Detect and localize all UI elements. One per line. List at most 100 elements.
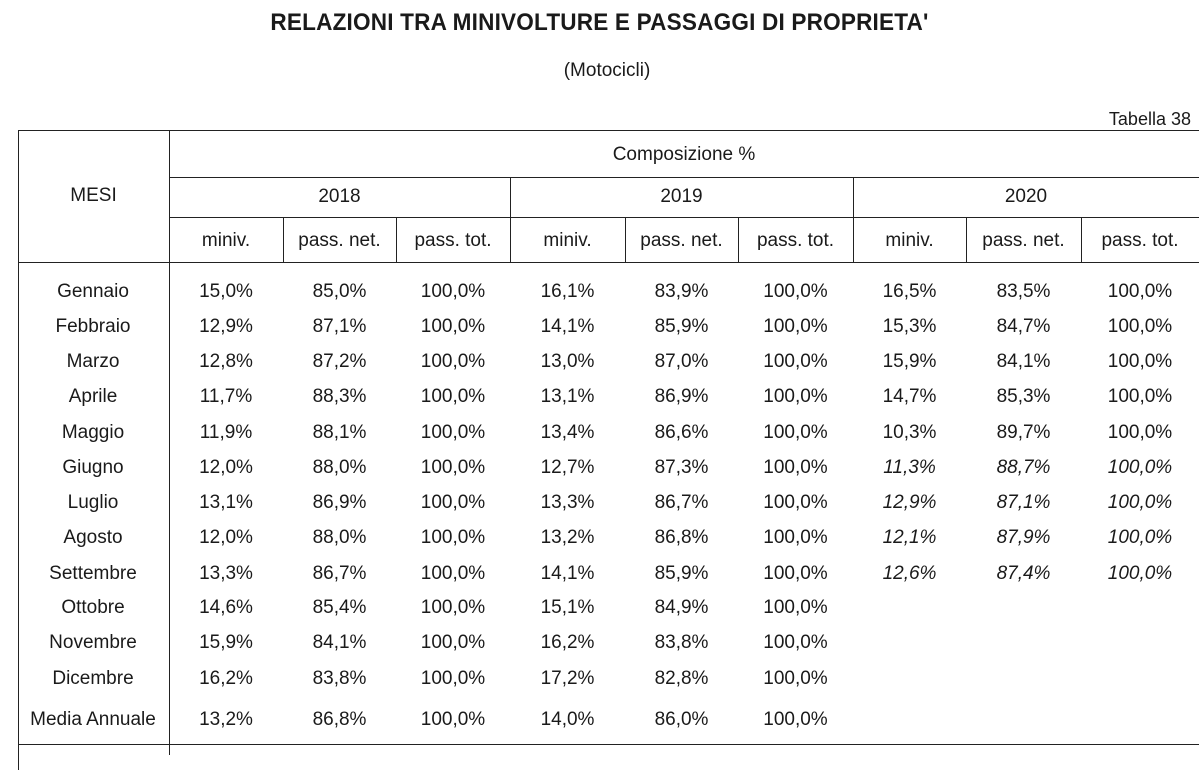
table-cell: 14,0%: [540, 709, 595, 730]
header-rule-years: [169, 217, 1199, 218]
table-cell: 13,3%: [199, 563, 253, 584]
table-cell: 100,0%: [1107, 351, 1173, 372]
table-cell: 15,3%: [882, 316, 937, 337]
subcol-header-pass-net: pass. net.: [298, 230, 381, 251]
subcol-divider: [283, 217, 284, 262]
row-month-label: Luglio: [67, 492, 119, 513]
table-cell: 100,0%: [763, 492, 828, 513]
table-cell: 100,0%: [420, 457, 486, 478]
table-cell: 100,0%: [420, 527, 486, 548]
table-cell: 86,7%: [654, 492, 709, 513]
row-month-label: Gennaio: [57, 281, 129, 302]
table-cell: 83,9%: [654, 281, 709, 302]
table-cell: 100,0%: [763, 668, 828, 689]
table-cell: 16,1%: [540, 281, 595, 302]
table-cell: 85,4%: [312, 597, 367, 618]
table-cell: 100,0%: [420, 563, 486, 584]
table-cell: 100,0%: [420, 386, 486, 407]
row-month-label: Dicembre: [52, 668, 134, 689]
table-cell: 12,9%: [882, 492, 937, 513]
table-cell: 100,0%: [420, 632, 486, 653]
subcol-divider: [966, 217, 967, 262]
table-cell: 10,3%: [882, 422, 937, 443]
table-cell: 100,0%: [763, 281, 828, 302]
row-month-label: Novembre: [49, 632, 137, 653]
row-month-label: Giugno: [62, 457, 124, 478]
table-number-label: Tabella 38: [1108, 109, 1191, 129]
table-cell: 86,6%: [654, 422, 709, 443]
table-cell: 88,0%: [312, 527, 367, 548]
subcol-header-pass-tot: pass. tot.: [756, 230, 835, 251]
subcol-divider: [1081, 217, 1082, 262]
table-cell: 83,5%: [996, 281, 1051, 302]
table-cell: 87,0%: [654, 351, 709, 372]
subcol-header-pass-tot: pass. tot.: [414, 230, 492, 251]
table-cell: 12,7%: [540, 457, 595, 478]
row-month-label: Agosto: [63, 527, 123, 548]
table-cell: 14,6%: [199, 597, 253, 618]
table-cell: 15,9%: [199, 632, 253, 653]
composition-header: Composizione %: [612, 144, 756, 165]
table-cell: 84,1%: [312, 632, 367, 653]
table-bottom-rule: [18, 744, 1199, 745]
table-cell: 100,0%: [420, 709, 486, 730]
table-cell: 100,0%: [1107, 281, 1173, 302]
row-month-label: Maggio: [61, 422, 125, 443]
subcol-header-miniv: miniv.: [543, 230, 592, 251]
table-cell: 13,1%: [540, 386, 595, 407]
table-cell: 100,0%: [420, 351, 486, 372]
table-cell: 88,1%: [312, 422, 367, 443]
table-cell: 100,0%: [763, 386, 828, 407]
table-cell: 16,5%: [882, 281, 937, 302]
table-cell: 100,0%: [1107, 422, 1173, 443]
table-cell: 100,0%: [1107, 492, 1173, 513]
table-cell: 12,0%: [199, 457, 253, 478]
table-cell: 100,0%: [763, 709, 828, 730]
table-cell: 100,0%: [1107, 563, 1173, 584]
table-cell: 87,1%: [996, 492, 1051, 513]
table-cell: 100,0%: [763, 563, 828, 584]
row-month-label: Media Annuale: [30, 709, 156, 730]
table-cell: 12,6%: [882, 563, 937, 584]
table-cell: 86,8%: [654, 527, 709, 548]
row-month-label: Settembre: [49, 563, 137, 584]
table-cell: 100,0%: [1107, 316, 1173, 337]
table-cell: 87,4%: [996, 563, 1051, 584]
col-divider-months: [169, 130, 170, 755]
table-cell: 12,8%: [199, 351, 253, 372]
table-cell: 86,8%: [312, 709, 367, 730]
subcol-header-pass-net: pass. net.: [982, 230, 1065, 251]
table-cell: 17,2%: [540, 668, 595, 689]
table-cell: 15,1%: [540, 597, 595, 618]
subcol-header-miniv: miniv.: [201, 230, 251, 251]
table-cell: 85,9%: [654, 563, 709, 584]
table-cell: 100,0%: [420, 281, 486, 302]
table-cell: 86,0%: [654, 709, 709, 730]
year-header-2018: 2018: [318, 186, 361, 207]
table-cell: 83,8%: [654, 632, 709, 653]
table-cell: 87,3%: [654, 457, 709, 478]
header-rule-composition: [169, 177, 1199, 178]
table-cell: 85,0%: [312, 281, 367, 302]
table-cell: 15,0%: [199, 281, 253, 302]
table-cell: 100,0%: [420, 492, 486, 513]
table-cell: 16,2%: [540, 632, 595, 653]
table-cell: 13,0%: [540, 351, 595, 372]
col-divider-2019: [510, 177, 511, 262]
table-cell: 16,2%: [199, 668, 253, 689]
table-cell: 13,3%: [540, 492, 595, 513]
table-cell: 12,9%: [199, 316, 253, 337]
table-cell: 100,0%: [420, 316, 486, 337]
table-cell: 84,9%: [654, 597, 709, 618]
table-cell: 100,0%: [763, 632, 828, 653]
table-cell: 12,1%: [882, 527, 937, 548]
page-subtitle: (Motocicli): [563, 60, 651, 81]
subcol-divider: [625, 217, 626, 262]
table-cell: 89,7%: [996, 422, 1051, 443]
table-cell: 100,0%: [1107, 527, 1173, 548]
table-cell: 88,7%: [996, 457, 1051, 478]
table-cell: 100,0%: [420, 597, 486, 618]
table-cell: 13,2%: [540, 527, 595, 548]
table-cell: 87,1%: [312, 316, 367, 337]
table-cell: 100,0%: [763, 351, 828, 372]
